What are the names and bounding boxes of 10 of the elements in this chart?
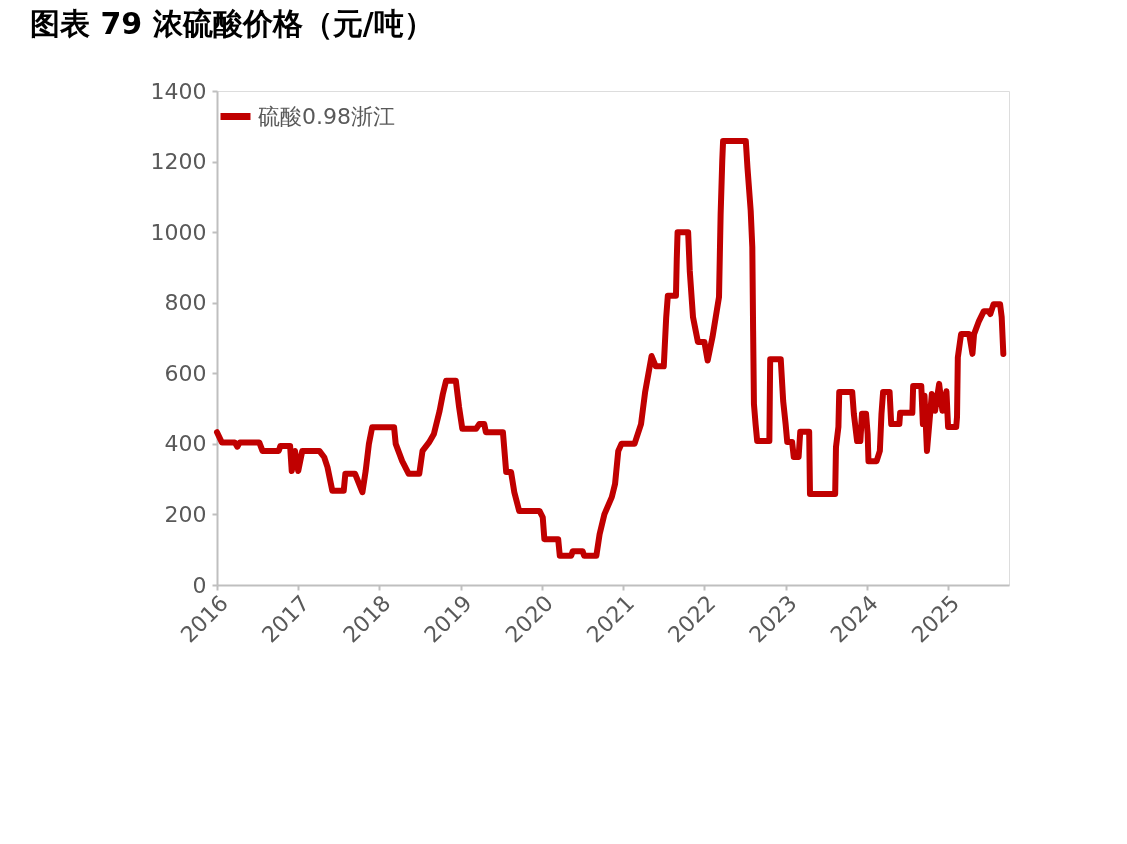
y-tick-label: 0 — [192, 572, 207, 598]
y-tick-label: 1000 — [150, 219, 207, 245]
legend-label: 硫酸0.98浙江 — [258, 103, 395, 129]
y-tick-label: 200 — [164, 501, 207, 527]
y-tick-label: 600 — [164, 360, 207, 386]
chart-title: 图表 79 浓硫酸价格（元/吨） — [30, 6, 434, 41]
y-tick-label: 800 — [164, 290, 207, 316]
y-tick-label: 400 — [164, 431, 207, 457]
y-tick-label: 1200 — [150, 149, 207, 175]
y-tick-label: 1400 — [150, 78, 207, 104]
